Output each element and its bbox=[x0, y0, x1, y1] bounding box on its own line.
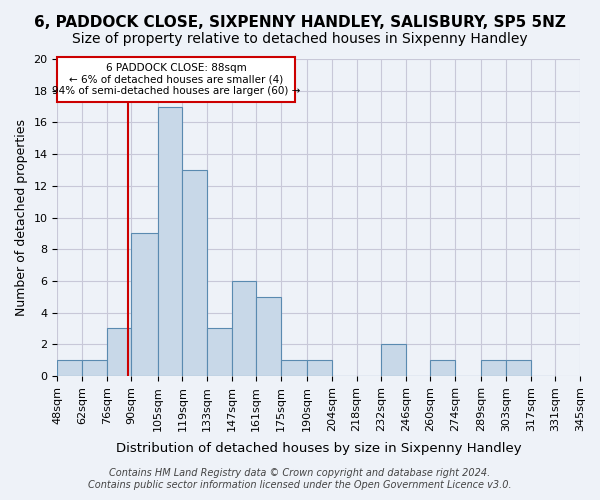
Text: 6, PADDOCK CLOSE, SIXPENNY HANDLEY, SALISBURY, SP5 5NZ: 6, PADDOCK CLOSE, SIXPENNY HANDLEY, SALI… bbox=[34, 15, 566, 30]
Bar bbox=[256, 297, 281, 376]
Bar bbox=[506, 360, 531, 376]
Y-axis label: Number of detached properties: Number of detached properties bbox=[15, 119, 28, 316]
Text: Contains HM Land Registry data © Crown copyright and database right 2024.
Contai: Contains HM Land Registry data © Crown c… bbox=[88, 468, 512, 490]
Bar bbox=[158, 106, 182, 376]
Bar bbox=[381, 344, 406, 376]
Bar bbox=[281, 360, 307, 376]
Bar bbox=[430, 360, 455, 376]
X-axis label: Distribution of detached houses by size in Sixpenny Handley: Distribution of detached houses by size … bbox=[116, 442, 521, 455]
Bar bbox=[182, 170, 207, 376]
Bar bbox=[58, 360, 82, 376]
Bar bbox=[307, 360, 332, 376]
Bar bbox=[481, 360, 506, 376]
Text: Size of property relative to detached houses in Sixpenny Handley: Size of property relative to detached ho… bbox=[72, 32, 528, 46]
Bar bbox=[131, 234, 158, 376]
Bar bbox=[232, 281, 256, 376]
FancyBboxPatch shape bbox=[58, 58, 295, 102]
Bar bbox=[107, 328, 131, 376]
Bar bbox=[207, 328, 232, 376]
Text: 6 PADDOCK CLOSE: 88sqm
← 6% of detached houses are smaller (4)
94% of semi-detac: 6 PADDOCK CLOSE: 88sqm ← 6% of detached … bbox=[52, 63, 301, 96]
Bar bbox=[82, 360, 107, 376]
